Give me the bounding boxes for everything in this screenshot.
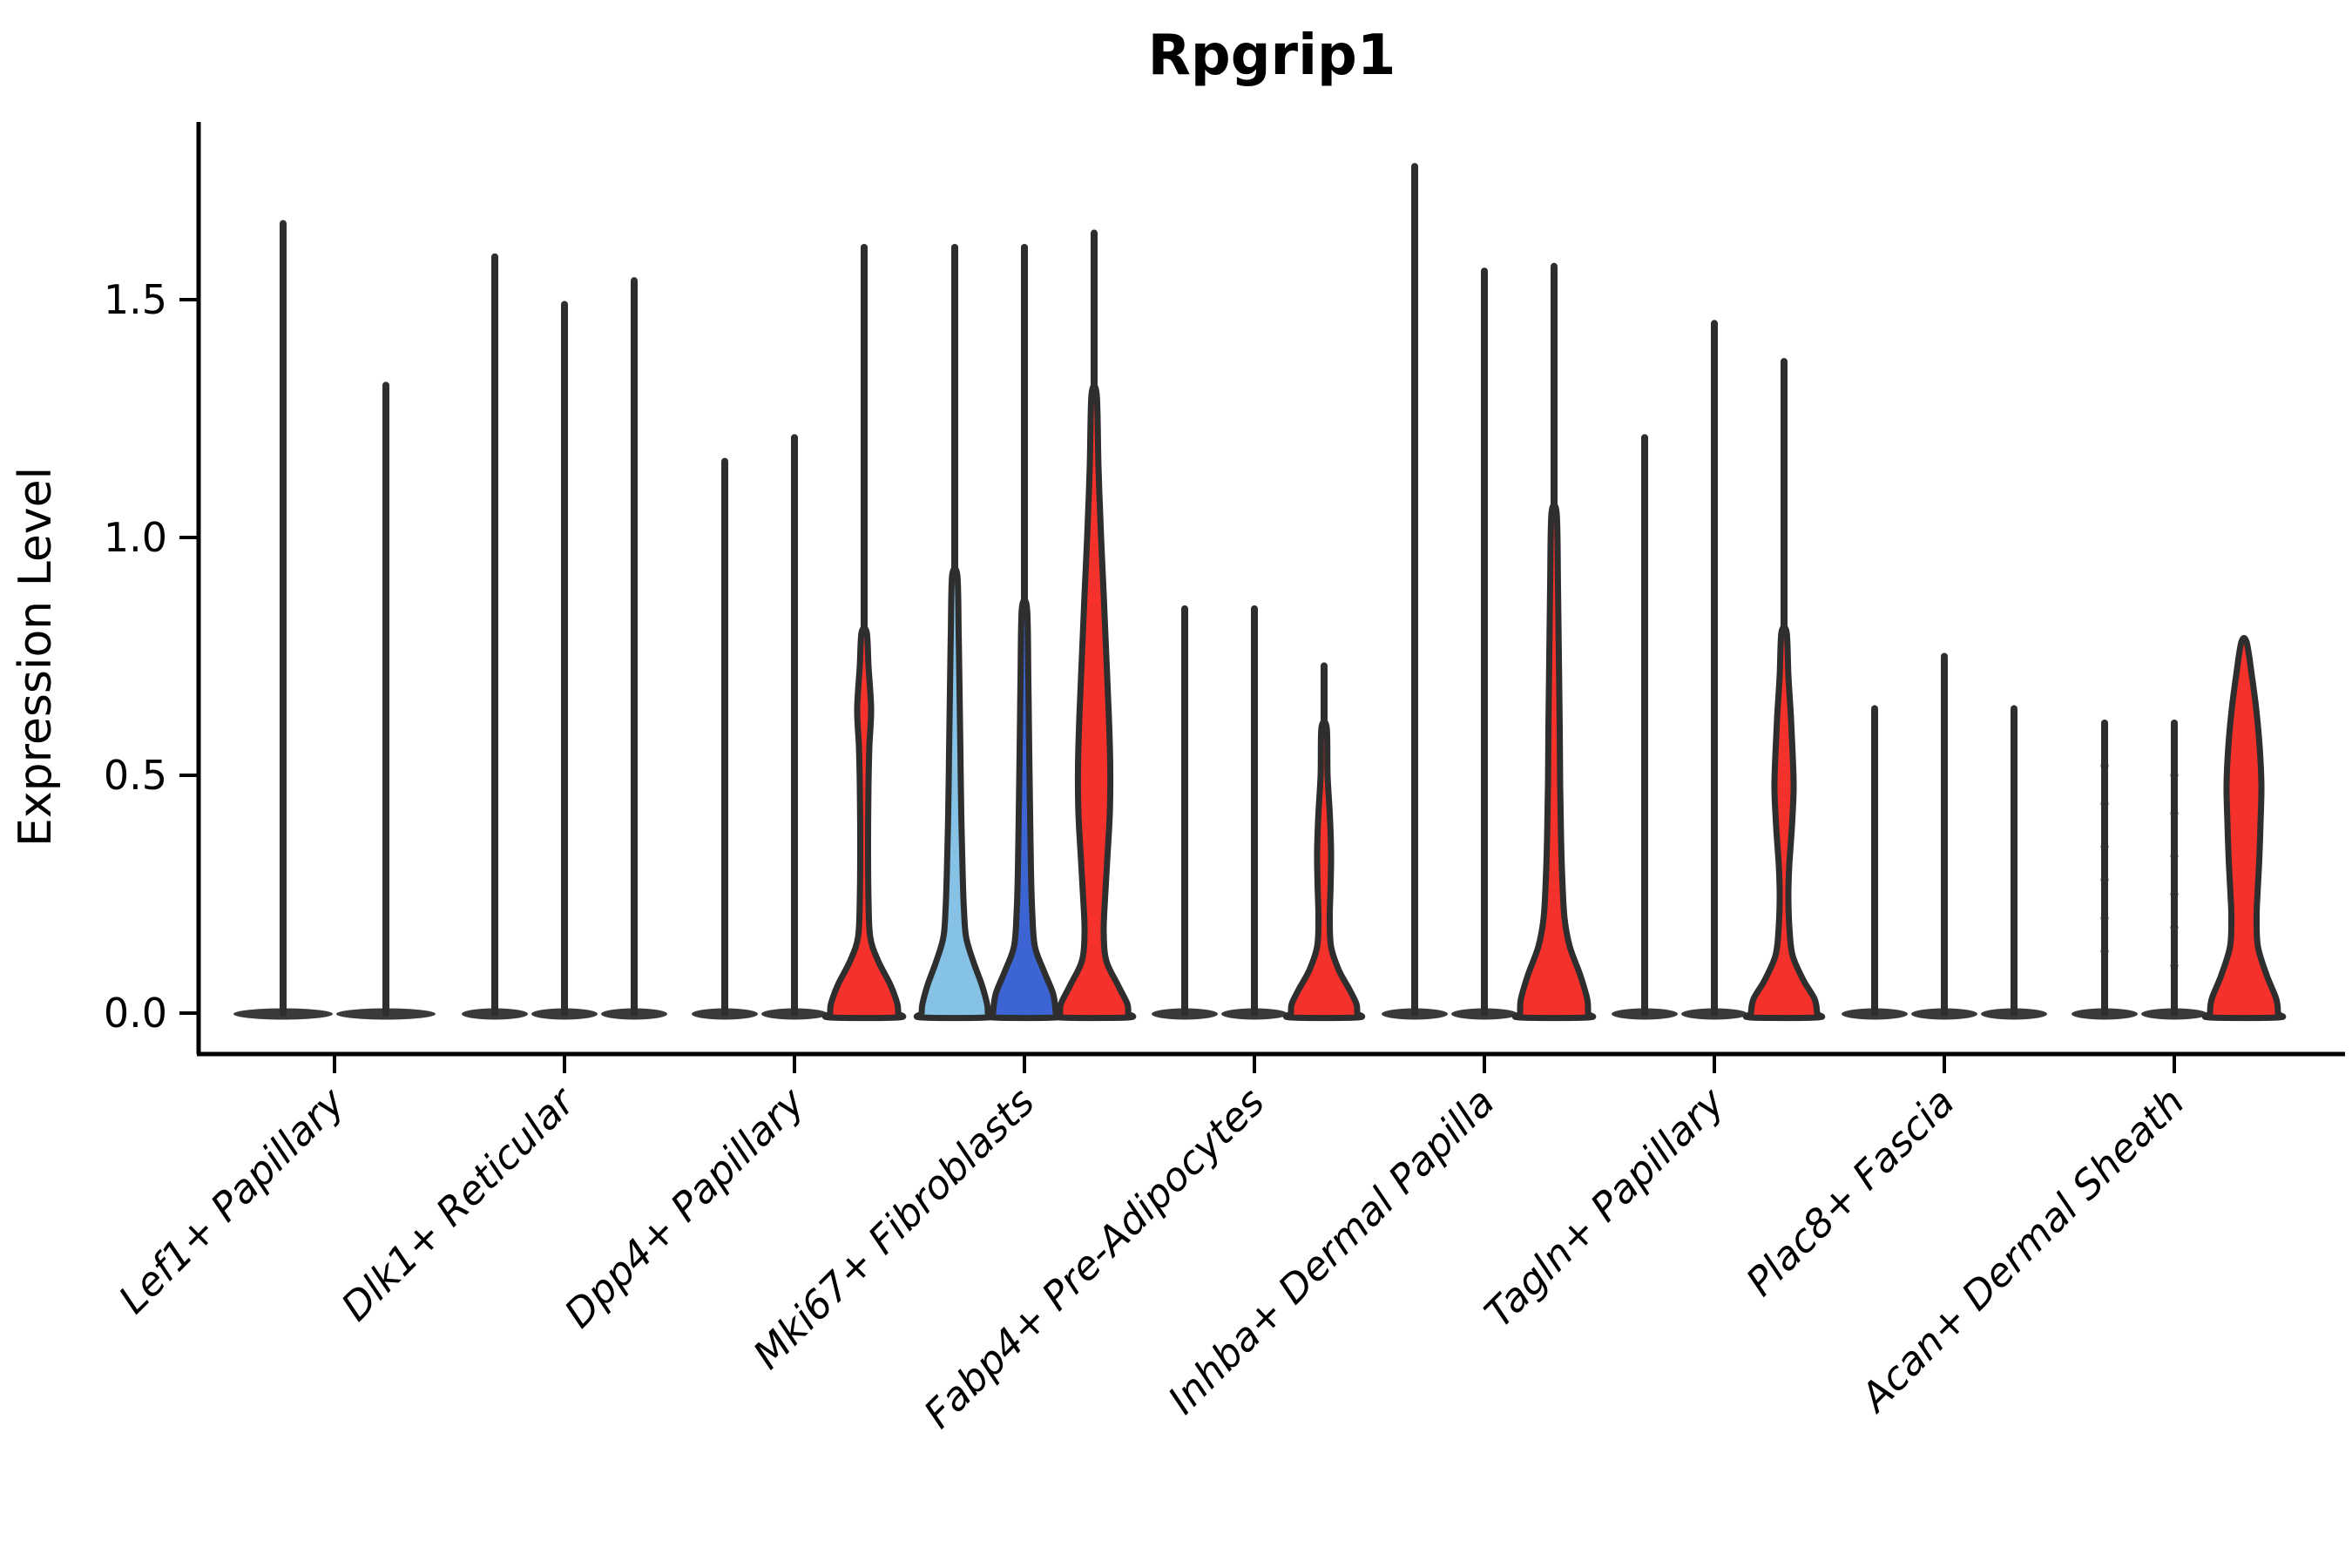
violin-body-red bbox=[1511, 501, 1597, 1022]
violin bbox=[1981, 705, 2047, 1020]
violin bbox=[1742, 357, 1826, 1022]
violin bbox=[692, 457, 758, 1020]
cell-dot bbox=[2170, 771, 2179, 780]
cell-dot bbox=[2170, 809, 2179, 818]
violin bbox=[821, 243, 907, 1022]
violin bbox=[2201, 634, 2287, 1022]
violin bbox=[601, 277, 667, 1020]
violin bbox=[1612, 434, 1678, 1020]
violin-body-red bbox=[1051, 382, 1137, 1022]
violin bbox=[1511, 262, 1597, 1022]
violin bbox=[1221, 605, 1288, 1020]
cell-dot bbox=[2100, 914, 2109, 923]
violin-body-red bbox=[2201, 634, 2287, 1022]
violin bbox=[531, 301, 598, 1020]
violin bbox=[233, 220, 333, 1020]
cell-dot bbox=[2170, 890, 2179, 898]
violin bbox=[336, 382, 436, 1020]
violin bbox=[462, 253, 528, 1020]
violin bbox=[761, 434, 828, 1020]
violin-layer bbox=[233, 163, 2287, 1022]
cell-dot bbox=[2170, 923, 2179, 932]
y-tick-label: 1.0 bbox=[104, 514, 167, 561]
plot-title: Rpgrip1 bbox=[1148, 24, 1396, 88]
violin-body-red bbox=[1742, 624, 1826, 1022]
cell-dot bbox=[2100, 842, 2109, 851]
violin bbox=[1911, 652, 1977, 1020]
violin bbox=[1282, 662, 1366, 1022]
violin-body-red bbox=[1282, 719, 1366, 1022]
cell-dot bbox=[2100, 947, 2109, 956]
y-tick-label: 0.5 bbox=[104, 752, 167, 799]
violin bbox=[1681, 320, 1747, 1020]
y-tick-label: 1.5 bbox=[104, 276, 167, 323]
cell-dot bbox=[2100, 761, 2109, 770]
cell-dot bbox=[2100, 875, 2109, 884]
violin bbox=[2141, 719, 2207, 1020]
violin bbox=[2072, 719, 2138, 1020]
cell-dot bbox=[2170, 961, 2179, 970]
violin bbox=[1842, 705, 1908, 1020]
violin bbox=[1451, 267, 1517, 1020]
violin bbox=[1382, 163, 1448, 1020]
cell-dot bbox=[2170, 852, 2179, 861]
violin bbox=[1051, 229, 1137, 1022]
violin bbox=[1152, 605, 1218, 1020]
y-tick-label: 0.0 bbox=[104, 990, 167, 1037]
y-axis-label: Expression Level bbox=[10, 467, 62, 847]
violin-body-red bbox=[821, 625, 907, 1022]
cell-dot bbox=[2100, 800, 2109, 808]
